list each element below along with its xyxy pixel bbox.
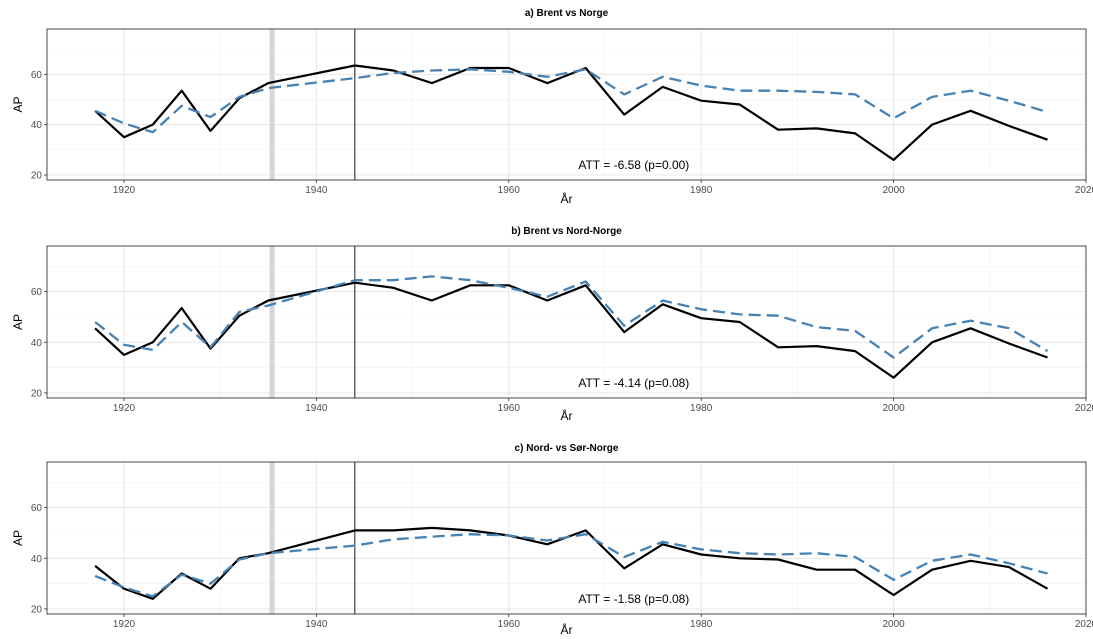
panel-title-2: b) Brent vs Nord-Norge: [511, 226, 622, 237]
x-axis-title-2: År: [561, 408, 573, 423]
x-tick-label: 2000: [882, 619, 905, 630]
y-tick-label: 40: [31, 338, 43, 349]
dashed-series-line-2: [94, 275, 1049, 359]
x-tick-label: 1940: [305, 403, 328, 414]
x-tick-label: 2000: [882, 403, 905, 414]
x-tick-label: 2020: [1075, 403, 1093, 414]
x-tick-label: 1920: [113, 403, 136, 414]
y-axis-title-2: AP: [11, 314, 25, 330]
x-tick-label: 1980: [690, 185, 713, 196]
x-tick-label: 1960: [498, 619, 521, 630]
x-tick-label: 1960: [498, 403, 521, 414]
y-tick-label: 20: [31, 604, 43, 615]
dashed-series-line-1: [94, 68, 1048, 134]
x-tick-label: 1940: [305, 619, 328, 630]
panel-title-3: c) Nord- vs Sør-Norge: [515, 443, 619, 454]
y-axis-title-3: AP: [11, 530, 25, 546]
y-tick-label: 60: [31, 503, 43, 514]
shaded-band-3: [269, 462, 275, 614]
dashed-series-line-3: [94, 533, 1048, 598]
y-axis-title-1: AP: [11, 96, 25, 112]
x-tick-label: 2020: [1075, 185, 1093, 196]
x-tick-label: 1980: [690, 619, 713, 630]
y-tick-label: 20: [31, 170, 43, 181]
shaded-band-2: [269, 246, 275, 398]
att-annotation-2: ATT = -4.14 (p=0.08): [578, 376, 689, 390]
plot-area-2: [47, 246, 1086, 398]
panel-border-2: [46, 245, 1087, 399]
x-tick-label: 1920: [113, 619, 136, 630]
x-tick-label: 1920: [113, 185, 136, 196]
att-annotation-1: ATT = -6.58 (p=0.00): [578, 158, 689, 172]
att-annotation-3: ATT = -1.58 (p=0.08): [578, 592, 689, 606]
x-axis-title-1: År: [561, 191, 573, 206]
x-tick-label: 1980: [690, 403, 713, 414]
panel-title-1: a) Brent vs Norge: [525, 8, 609, 19]
y-tick-label: 40: [31, 554, 43, 565]
y-tick-label: 60: [31, 70, 43, 81]
x-axis-title-3: År: [561, 622, 573, 637]
solid-series-line-1: [94, 64, 1048, 161]
y-tick-label: 20: [31, 388, 43, 399]
plot-area-1: [47, 29, 1086, 180]
x-tick-label: 1940: [305, 185, 328, 196]
panel-border-3: [46, 461, 1087, 615]
y-tick-label: 40: [31, 120, 43, 131]
panel-border-1: [46, 28, 1087, 181]
x-tick-label: 1960: [498, 185, 521, 196]
y-tick-label: 60: [31, 287, 43, 298]
shaded-band-1: [269, 29, 275, 180]
x-tick-label: 2020: [1075, 619, 1093, 630]
x-tick-label: 2000: [882, 185, 905, 196]
